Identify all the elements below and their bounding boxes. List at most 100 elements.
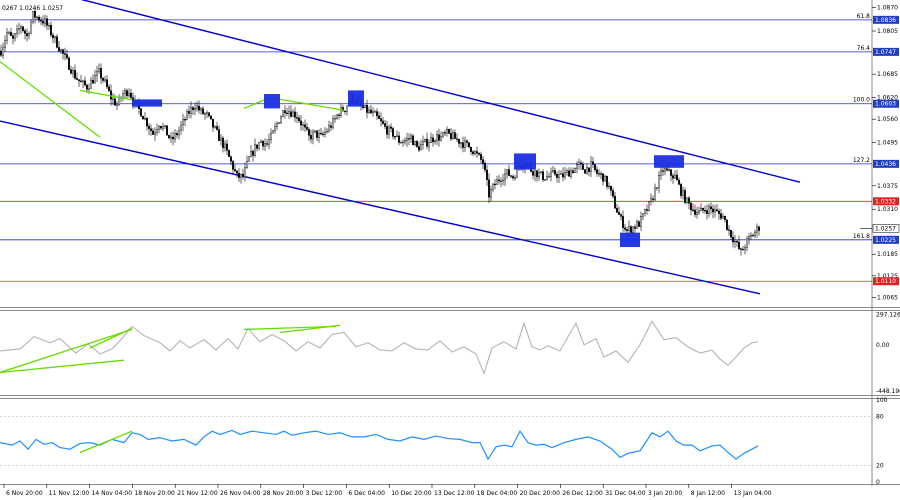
candle-body: [594, 164, 596, 170]
candle-body: [256, 144, 258, 149]
candle-body: [700, 207, 702, 212]
candle-body: [196, 105, 198, 109]
candle-body: [394, 136, 396, 138]
candle-body: [576, 164, 578, 169]
candle-body: [292, 111, 294, 117]
candles: [0, 6, 760, 256]
candle-body: [164, 125, 166, 127]
candle-body: [680, 184, 682, 196]
candle-body: [302, 124, 304, 126]
candle-body: [80, 80, 82, 83]
candle-body: [396, 135, 398, 137]
candle-body: [678, 179, 680, 185]
candle-body: [444, 132, 446, 134]
candle-body: [282, 110, 284, 118]
candle-body: [714, 209, 716, 213]
candle-body: [244, 167, 246, 178]
candle-body: [300, 120, 302, 126]
pattern-box: [264, 94, 280, 109]
pattern-box: [620, 232, 640, 248]
candle-body: [702, 207, 704, 211]
candle-body: [742, 249, 744, 251]
candle-body: [492, 183, 494, 190]
candle-body: [312, 131, 314, 140]
candle-body: [534, 170, 536, 176]
fib-price-tag: [873, 235, 899, 244]
candle-body: [556, 174, 558, 178]
candle-body: [750, 235, 752, 237]
candle-body: [130, 92, 132, 98]
candle-body: [40, 20, 42, 22]
candle-body: [246, 160, 248, 168]
candle-body: [634, 226, 636, 229]
candle-body: [70, 69, 72, 74]
candle-body: [272, 130, 274, 134]
candle-body: [738, 241, 740, 249]
candle-body: [110, 90, 112, 100]
candle-body: [254, 144, 256, 156]
candle-body: [366, 104, 368, 113]
candle-body: [204, 113, 206, 115]
channel-line: [80, 0, 801, 183]
candle-body: [248, 156, 250, 162]
candle-body: [558, 174, 560, 178]
candle-body: [328, 125, 330, 132]
cci-pane: 297.1261 0.00 -448.1963: [0, 311, 900, 395]
fib-ratio-label: 100.0: [853, 97, 870, 104]
candle-body: [200, 108, 202, 111]
fib-ratio-label: 76.4: [857, 45, 871, 52]
time-tick-label: 10 Dec 20:00: [391, 490, 432, 497]
candle-body: [584, 169, 586, 174]
candle-body: [640, 216, 642, 227]
candle-body: [12, 35, 14, 39]
candle-body: [440, 135, 442, 141]
candle-body: [112, 98, 114, 100]
candle-body: [126, 90, 128, 97]
candle-body: [318, 133, 320, 138]
candle-body: [102, 78, 104, 81]
candle-body: [206, 112, 208, 114]
candle-body: [540, 171, 542, 173]
price-tick-label: 1.0560: [877, 116, 898, 123]
candle-body: [758, 226, 760, 231]
candle-body: [654, 187, 656, 200]
candle-body: [726, 219, 728, 230]
candle-body: [626, 229, 628, 231]
candle-body: [580, 162, 582, 165]
candle-body: [532, 171, 534, 176]
price-pane: 1.0870 1.0805 1.0685 1.0620 1.0560 1.0495 1.03…: [0, 0, 900, 301]
support-price-tag: [873, 197, 899, 206]
candle-body: [420, 144, 422, 151]
candle-body: [202, 108, 204, 115]
candle-body: [14, 33, 16, 39]
time-tick-label: 13 Dec 12:00: [434, 490, 475, 497]
candle-body: [156, 129, 158, 133]
candle-body: [624, 227, 626, 230]
candle-body: [488, 179, 490, 198]
candle-body: [456, 138, 458, 140]
candle-body: [668, 169, 670, 171]
candle-body: [544, 179, 546, 181]
candle-body: [390, 126, 392, 129]
candle-body: [90, 79, 92, 89]
candle-body: [510, 175, 512, 177]
fib-price-label: 1.0603: [875, 101, 896, 108]
candle-body: [462, 142, 464, 148]
candle-body: [656, 187, 658, 189]
cci-tick-label: 297.1261: [876, 311, 900, 318]
candle-body: [92, 79, 94, 84]
candle-body: [638, 221, 640, 227]
pattern-box: [348, 90, 364, 107]
candle-body: [446, 129, 448, 134]
candle-body: [290, 111, 292, 117]
current-price-label: 1.0257: [875, 225, 896, 232]
candle-body: [470, 146, 472, 152]
candle-body: [104, 79, 106, 81]
candle-body: [210, 115, 212, 120]
candle-body: [384, 123, 386, 127]
candle-body: [538, 172, 540, 178]
candle-body: [216, 126, 218, 130]
candle-body: [30, 21, 32, 34]
rsi-tick-label: 20: [876, 463, 884, 470]
candle-body: [124, 90, 126, 95]
